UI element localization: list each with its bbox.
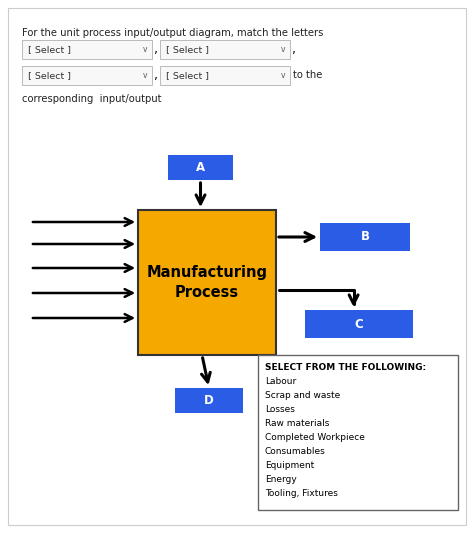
Text: [ Select ]: [ Select ] <box>28 71 71 80</box>
Text: Manufacturing
Process: Manufacturing Process <box>146 265 267 300</box>
Bar <box>22 40 152 59</box>
Text: SELECT FROM THE FOLLOWING:: SELECT FROM THE FOLLOWING: <box>265 363 426 372</box>
Text: ,: , <box>154 43 158 55</box>
Text: Raw materials: Raw materials <box>265 419 329 428</box>
Text: ,: , <box>292 43 296 55</box>
Text: For the unit process input/output diagram, match the letters: For the unit process input/output diagra… <box>22 28 323 38</box>
Bar <box>305 310 413 338</box>
Bar <box>22 66 152 85</box>
Bar <box>168 155 233 180</box>
Text: v: v <box>143 71 147 80</box>
Text: corresponding  input/output: corresponding input/output <box>22 94 162 104</box>
Text: Energy: Energy <box>265 475 297 484</box>
Text: Labour: Labour <box>265 377 296 386</box>
Text: Tooling, Fixtures: Tooling, Fixtures <box>265 489 338 498</box>
Text: Consumables: Consumables <box>265 447 326 456</box>
Bar <box>160 66 290 85</box>
Text: [ Select ]: [ Select ] <box>166 71 209 80</box>
Text: v: v <box>281 45 285 54</box>
Text: ,: , <box>154 69 158 82</box>
Bar <box>320 223 410 251</box>
Text: B: B <box>361 230 370 244</box>
Bar <box>160 40 290 59</box>
Text: [ Select ]: [ Select ] <box>28 45 71 54</box>
Text: [ Select ]: [ Select ] <box>166 45 209 54</box>
Text: v: v <box>281 71 285 80</box>
Text: Scrap and waste: Scrap and waste <box>265 391 340 400</box>
Text: Losses: Losses <box>265 405 295 414</box>
Text: Equipment: Equipment <box>265 461 314 470</box>
Text: Completed Workpiece: Completed Workpiece <box>265 433 365 442</box>
Text: to the: to the <box>293 70 322 80</box>
Bar <box>258 355 458 510</box>
Text: A: A <box>196 161 205 174</box>
Bar <box>138 210 276 355</box>
Text: C: C <box>355 318 364 330</box>
Text: D: D <box>204 394 214 407</box>
Bar <box>175 388 243 413</box>
Text: v: v <box>143 45 147 54</box>
